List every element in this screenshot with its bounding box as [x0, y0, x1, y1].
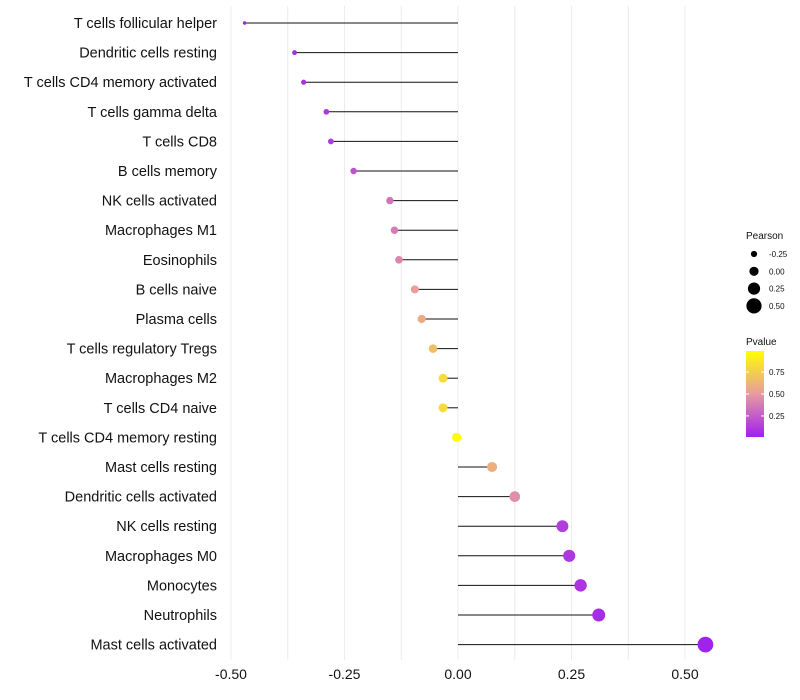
- category-label: NK cells resting: [116, 519, 217, 535]
- category-label: NK cells activated: [102, 194, 217, 210]
- data-point: [556, 520, 569, 533]
- category-label: T cells CD4 naive: [104, 401, 217, 417]
- data-point: [292, 50, 297, 56]
- points: [242, 21, 714, 653]
- category-label: Eosinophils: [143, 253, 217, 269]
- data-point: [452, 432, 462, 442]
- color-legend-title: Pvalue: [746, 337, 777, 348]
- category-label: Macrophages M0: [105, 549, 217, 565]
- data-point: [327, 138, 334, 145]
- size-legend-title: Pearson: [746, 231, 783, 242]
- size-legend-dot: [749, 266, 759, 276]
- data-point: [323, 108, 330, 115]
- category-label: T cells CD4 memory activated: [24, 75, 217, 91]
- data-point: [509, 491, 521, 502]
- data-point: [350, 167, 357, 175]
- category-label: Mast cells activated: [90, 638, 217, 654]
- data-point: [438, 403, 448, 413]
- data-point: [563, 549, 576, 562]
- category-label: Monocytes: [147, 578, 217, 594]
- x-tick-label: 0.25: [558, 666, 585, 682]
- x-tick-label: -0.50: [215, 666, 247, 682]
- x-tick-label: -0.25: [329, 666, 361, 682]
- category-label: B cells memory: [118, 164, 218, 180]
- category-label: Neutrophils: [144, 608, 217, 624]
- color-legend-label: 0.75: [769, 368, 785, 377]
- data-point: [410, 285, 419, 294]
- category-label: T cells CD8: [142, 134, 217, 150]
- category-label: Dendritic cells resting: [79, 46, 217, 62]
- size-legend-label: -0.25: [769, 250, 788, 259]
- x-tick-label: 0.50: [671, 666, 698, 682]
- data-point: [301, 79, 307, 85]
- size-legend-dot: [750, 250, 758, 258]
- data-point: [574, 579, 587, 592]
- size-legend-dot: [746, 298, 762, 314]
- stems: [244, 22, 706, 646]
- size-legend-keys: -0.25 0.00 0.25 0.50: [746, 250, 788, 314]
- data-point: [390, 226, 399, 234]
- size-legend-label: 0.50: [769, 302, 785, 311]
- data-point: [487, 461, 498, 473]
- category-label: T cells CD4 memory resting: [38, 430, 217, 446]
- category-label: Macrophages M2: [105, 371, 217, 387]
- data-point: [428, 344, 438, 353]
- category-label: B cells naive: [136, 282, 217, 298]
- category-label: T cells gamma delta: [88, 105, 218, 121]
- category-label: Dendritic cells activated: [65, 490, 217, 506]
- category-label: T cells follicular helper: [74, 16, 217, 32]
- size-legend-dot: [747, 282, 761, 295]
- data-point: [417, 314, 426, 324]
- color-legend-bar: [746, 351, 764, 437]
- color-legend-label: 0.50: [769, 390, 785, 399]
- category-label: Plasma cells: [136, 312, 217, 328]
- color-legend-ticks: 0.25 0.50 0.75: [746, 368, 785, 421]
- category-label: T cells regulatory Tregs: [67, 342, 217, 358]
- category-labels: T cells follicular helper Dendritic cells…: [24, 16, 218, 654]
- category-label: Macrophages M1: [105, 223, 217, 239]
- grid-lines: [230, 6, 686, 660]
- color-legend-label: 0.25: [769, 412, 785, 421]
- data-point: [697, 636, 714, 653]
- size-legend-label: 0.00: [769, 267, 785, 276]
- data-point: [592, 608, 606, 622]
- data-point: [386, 196, 394, 205]
- x-axis-tick-labels: -0.50 -0.25 0.00 0.25 0.50: [215, 666, 699, 682]
- data-point: [438, 373, 448, 383]
- category-label: Mast cells resting: [105, 460, 217, 476]
- size-legend-label: 0.25: [769, 285, 785, 294]
- data-point: [395, 255, 403, 264]
- x-tick-label: 0.00: [444, 666, 471, 682]
- data-point: [242, 21, 247, 25]
- legend: Pearson -0.25 0.00 0.25 0.50 Pvalue 0.25 0.5…: [746, 231, 788, 437]
